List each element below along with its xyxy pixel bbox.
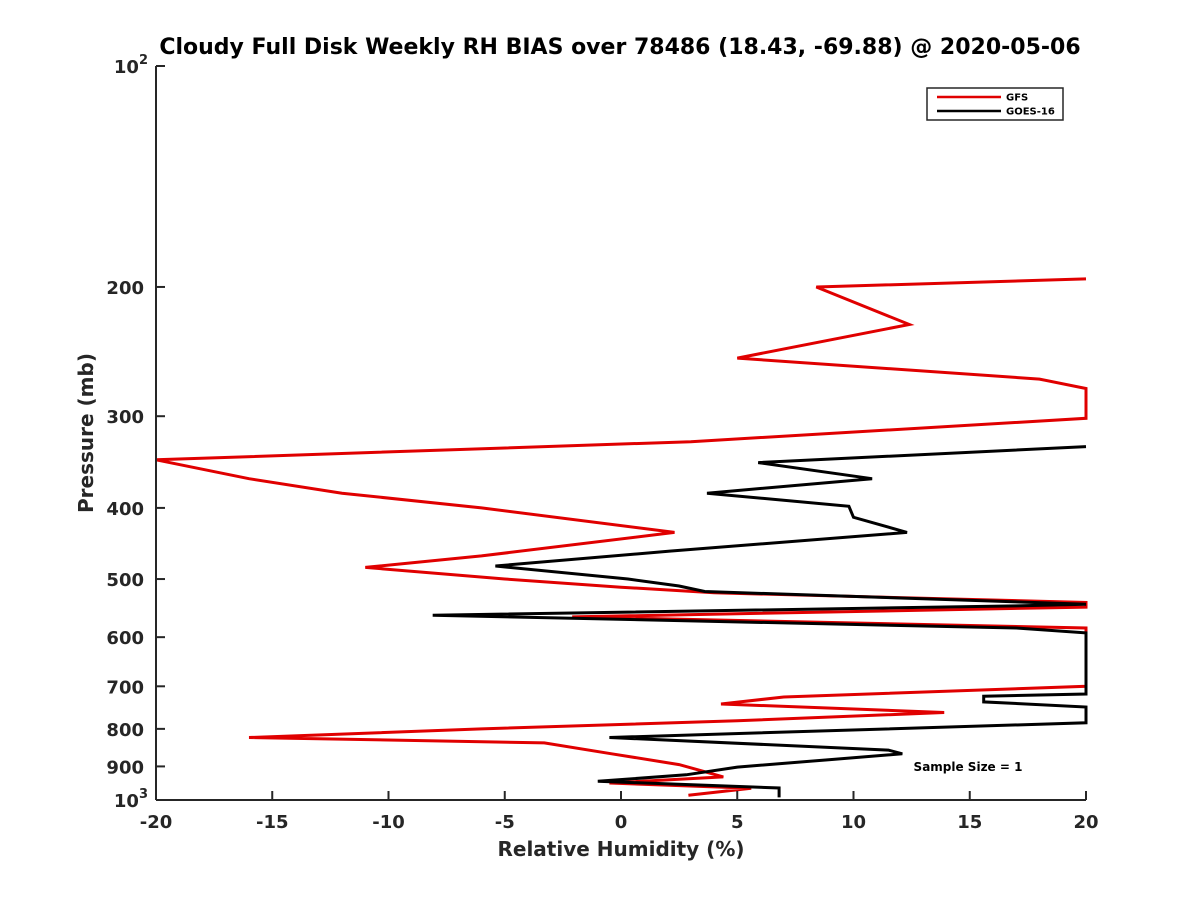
y-tick-label: 400 [106, 499, 144, 520]
legend-label-gfs: GFS [1006, 93, 1028, 104]
sample-size-annotation: Sample Size = 1 [914, 760, 1023, 774]
x-tick-label: -15 [256, 812, 289, 833]
y-tick-label: 900 [106, 757, 144, 778]
y-tick-label: 300 [106, 407, 144, 428]
y-decade-tick-label: 102 [114, 53, 148, 78]
y-tick-label: 600 [106, 628, 144, 649]
x-tick-label: -20 [140, 812, 173, 833]
legend-label-goes-16: GOES-16 [1006, 107, 1055, 118]
x-tick-label: 5 [731, 812, 744, 833]
ticks-layer: -20 -15 -10 -5 0 5 10 15 20 200 300 400 500 600 700 800… [106, 53, 1098, 833]
x-tick-label: 20 [1073, 812, 1098, 833]
y-tick-label: 500 [106, 570, 144, 591]
y-tick-label: 200 [106, 278, 144, 299]
x-tick-label: 10 [841, 812, 866, 833]
x-tick-label: 0 [615, 812, 628, 833]
legend-box [926, 87, 1064, 121]
y-tick-label: 800 [106, 720, 144, 741]
series-line-gfs [155, 277, 1088, 797]
x-tick-label: -5 [495, 812, 515, 833]
x-tick-label: 15 [957, 812, 982, 833]
series-layer [155, 277, 1088, 798]
chart-title: Cloudy Full Disk Weekly RH BIAS over 784… [159, 35, 1080, 60]
y-axis-label: Pressure (mb) [74, 353, 98, 513]
y-decade-tick-label: 103 [114, 787, 148, 812]
x-tick-label: -10 [372, 812, 405, 833]
y-tick-label: 700 [106, 677, 144, 698]
x-axis-label: Relative Humidity (%) [497, 837, 744, 861]
series-line-goes-16 [432, 445, 1088, 798]
legend: GFS GOES-16 [926, 87, 1064, 121]
